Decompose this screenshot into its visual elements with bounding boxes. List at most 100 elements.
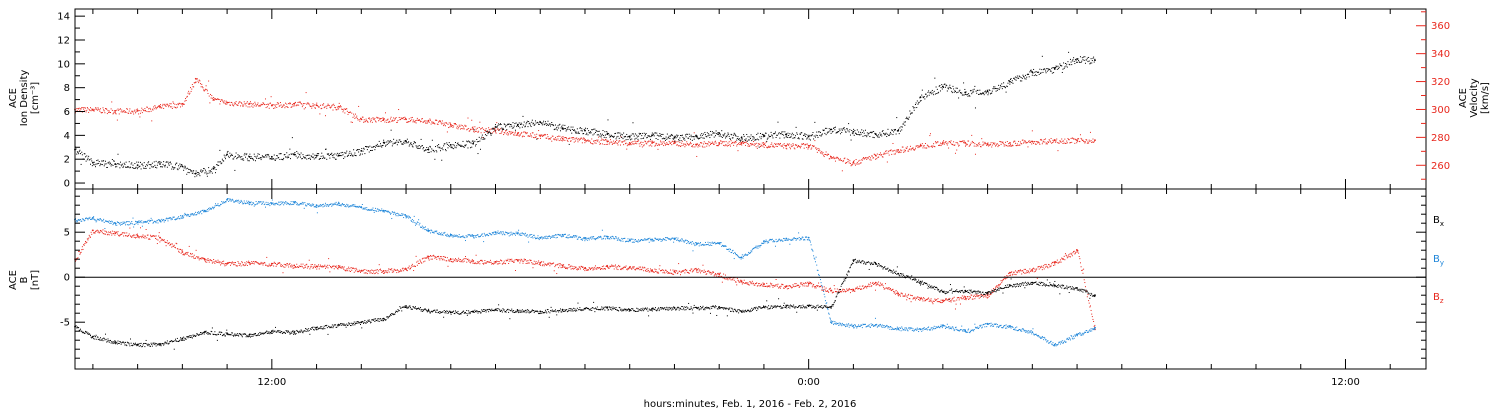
data-point — [215, 99, 217, 101]
data-point — [229, 104, 231, 106]
series-Bz — [74, 227, 1096, 331]
data-point — [505, 125, 507, 127]
data-point — [969, 95, 971, 97]
data-point — [736, 145, 738, 147]
data-point — [976, 144, 978, 146]
data-point — [376, 143, 378, 145]
data-point — [684, 268, 686, 270]
data-point — [808, 284, 810, 286]
data-point — [644, 134, 646, 136]
data-point — [609, 136, 611, 138]
data-point — [224, 102, 226, 104]
data-point — [1035, 143, 1037, 145]
data-point — [183, 254, 185, 256]
data-point — [664, 144, 666, 146]
data-point — [871, 155, 873, 157]
data-point — [993, 86, 995, 88]
data-point — [211, 95, 213, 97]
data-point — [763, 136, 765, 138]
data-point — [423, 121, 425, 123]
data-point — [494, 131, 496, 133]
data-point — [464, 144, 466, 146]
data-point — [828, 158, 830, 160]
data-point — [121, 163, 123, 165]
data-point — [196, 256, 198, 258]
data-point — [913, 107, 915, 109]
data-point — [236, 104, 238, 106]
data-point — [1043, 69, 1045, 71]
data-point — [1072, 137, 1074, 139]
data-point — [341, 267, 343, 269]
data-point — [521, 136, 523, 138]
data-point — [834, 157, 836, 159]
data-point — [141, 235, 143, 237]
data-point — [977, 145, 979, 147]
data-point — [621, 137, 623, 139]
data-point — [729, 144, 731, 146]
data-point — [662, 141, 664, 143]
data-point — [286, 152, 288, 154]
data-point — [1028, 271, 1030, 273]
data-point — [367, 146, 369, 148]
data-point — [1018, 270, 1020, 272]
data-point — [608, 267, 610, 269]
data-point — [999, 141, 1001, 143]
data-point — [414, 265, 416, 267]
data-point — [519, 134, 521, 136]
data-point — [721, 136, 723, 138]
data-point — [801, 282, 803, 284]
data-point — [814, 287, 816, 289]
data-point — [215, 260, 217, 262]
data-point — [488, 261, 490, 263]
data-point — [901, 149, 903, 151]
data-point — [442, 258, 444, 260]
data-point — [382, 141, 385, 144]
data-point — [213, 259, 215, 261]
data-point — [448, 142, 450, 144]
data-point — [903, 123, 905, 125]
data-point — [938, 85, 940, 87]
data-point — [751, 140, 753, 142]
data-point — [169, 244, 171, 246]
data-point — [953, 91, 955, 93]
data-point — [163, 239, 165, 241]
data-point — [834, 126, 836, 128]
data-point — [1033, 75, 1035, 77]
data-point — [576, 268, 578, 270]
data-point — [984, 91, 986, 93]
data-point — [1036, 71, 1038, 73]
data-point — [106, 234, 108, 236]
data-point — [396, 121, 398, 123]
data-point — [241, 156, 243, 158]
data-point — [315, 104, 317, 106]
data-point — [732, 278, 734, 280]
data-point — [908, 150, 910, 152]
data-point — [257, 102, 259, 104]
data-point — [228, 101, 230, 103]
data-point — [891, 153, 893, 155]
data-point — [936, 88, 938, 90]
data-point — [591, 143, 593, 145]
data-point — [245, 105, 247, 107]
data-point — [1009, 83, 1011, 85]
data-point — [453, 148, 455, 150]
data-point — [500, 124, 502, 126]
data-point — [816, 285, 818, 287]
data-point — [1060, 65, 1062, 67]
data-point — [161, 105, 163, 107]
data-point — [861, 132, 863, 134]
data-point — [193, 86, 195, 88]
data-point — [1001, 282, 1003, 284]
data-point — [973, 142, 975, 144]
data-point — [640, 138, 642, 140]
data-point — [662, 133, 664, 135]
data-point — [153, 108, 155, 110]
data-point — [159, 163, 161, 165]
data-point — [688, 133, 690, 135]
data-point — [421, 145, 423, 147]
data-point — [867, 285, 869, 287]
data-point — [728, 133, 730, 135]
data-point — [794, 137, 796, 139]
data-point — [782, 144, 784, 146]
data-point — [299, 156, 301, 158]
